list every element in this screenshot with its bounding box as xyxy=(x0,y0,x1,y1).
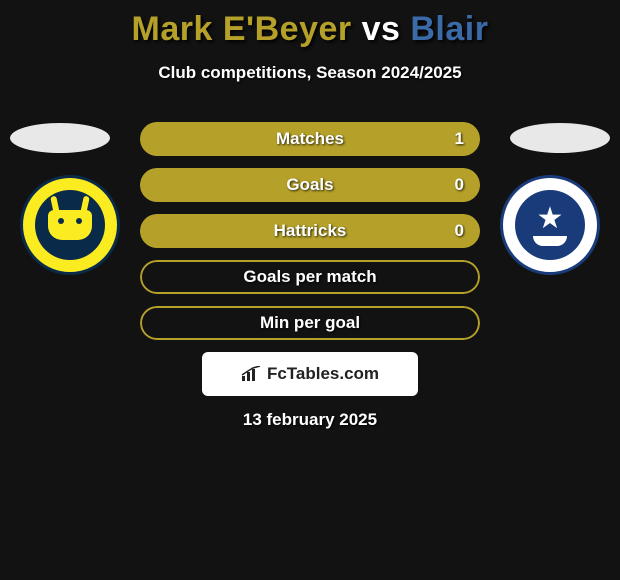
stat-label: Goals xyxy=(140,175,480,195)
stat-row: Goals per match xyxy=(140,260,480,294)
stat-bars: Matches1Goals0Hattricks0Goals per matchM… xyxy=(140,122,480,352)
stat-row: Min per goal xyxy=(140,306,480,340)
oxford-inner-circle xyxy=(35,190,105,260)
stat-label: Hattricks xyxy=(140,221,480,241)
attribution-text: FcTables.com xyxy=(267,364,379,384)
stat-value: 1 xyxy=(455,129,464,149)
player2-ellipse xyxy=(510,123,610,153)
crescent-icon xyxy=(533,236,567,246)
player1-name: Mark E'Beyer xyxy=(132,10,352,48)
stat-row: Goals0 xyxy=(140,168,480,202)
oxford-united-badge xyxy=(20,175,120,275)
club-badge-left xyxy=(20,175,120,275)
player1-ellipse xyxy=(10,123,110,153)
star-icon: ★ xyxy=(537,204,564,234)
portsmouth-inner-circle: ★ xyxy=(515,190,585,260)
stat-label: Matches xyxy=(140,129,480,149)
stat-label: Goals per match xyxy=(140,267,480,287)
ox-head-icon xyxy=(48,210,92,240)
attribution-badge: FcTables.com xyxy=(202,352,418,396)
stat-row: Hattricks0 xyxy=(140,214,480,248)
portsmouth-badge: ★ xyxy=(500,175,600,275)
player2-name: Blair xyxy=(410,10,488,48)
bar-chart-icon xyxy=(241,366,261,382)
stat-value: 0 xyxy=(455,221,464,241)
stat-label: Min per goal xyxy=(140,313,480,333)
stat-row: Matches1 xyxy=(140,122,480,156)
page-title: Mark E'Beyer vs Blair xyxy=(0,0,620,49)
subtitle: Club competitions, Season 2024/2025 xyxy=(0,63,620,83)
date-text: 13 february 2025 xyxy=(0,410,620,430)
stat-value: 0 xyxy=(455,175,464,195)
club-badge-right: ★ xyxy=(500,175,600,275)
vs-text: vs xyxy=(362,10,401,48)
